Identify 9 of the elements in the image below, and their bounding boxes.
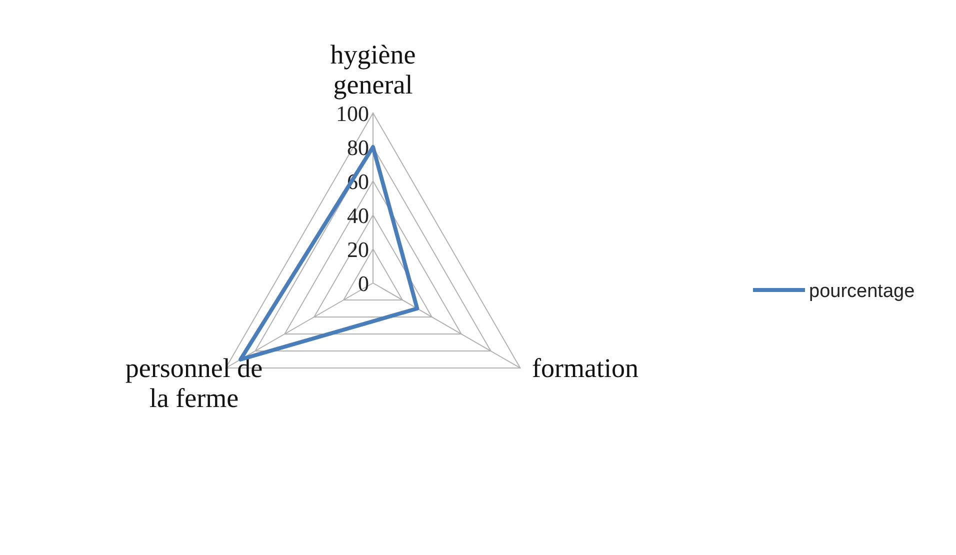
legend-label: pourcentage xyxy=(809,281,915,302)
y-tick-label: 0 xyxy=(358,271,369,296)
spoke-label: hygiène general xyxy=(330,39,416,100)
spoke-label: personnel de la ferme xyxy=(125,352,263,413)
y-tick-label: 40 xyxy=(347,203,369,228)
y-tick-label: 80 xyxy=(347,135,369,160)
spoke-label: formation xyxy=(532,352,639,383)
y-tick-label: 20 xyxy=(347,237,369,262)
y-tick-label: 100 xyxy=(336,101,369,126)
